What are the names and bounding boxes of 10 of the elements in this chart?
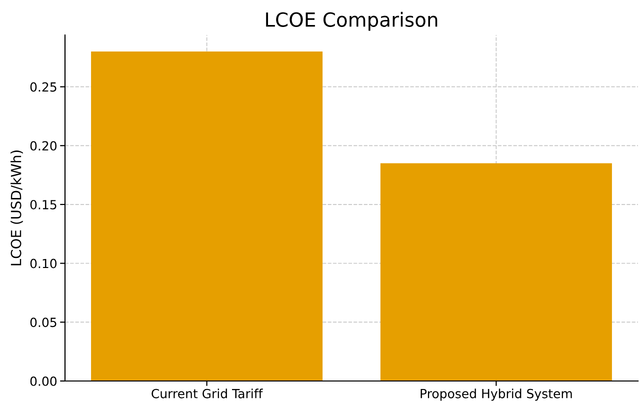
x-tick-label: Current Grid Tariff: [152, 388, 263, 398]
y-axis-title: LCOE (USD/kWh): [10, 150, 23, 266]
y-tick-label: 0.20: [30, 141, 57, 151]
y-tick-label: 0.15: [30, 200, 56, 210]
y-tick-label: 0.05: [30, 318, 56, 328]
y-tick-label: 0.25: [30, 82, 56, 92]
chart-title: LCOE Comparison: [266, 12, 438, 31]
x-tick-label: Proposed Hybrid System: [420, 388, 572, 401]
y-tick-label: 0.10: [30, 258, 57, 268]
y-tick-label: 0.00: [30, 376, 57, 386]
